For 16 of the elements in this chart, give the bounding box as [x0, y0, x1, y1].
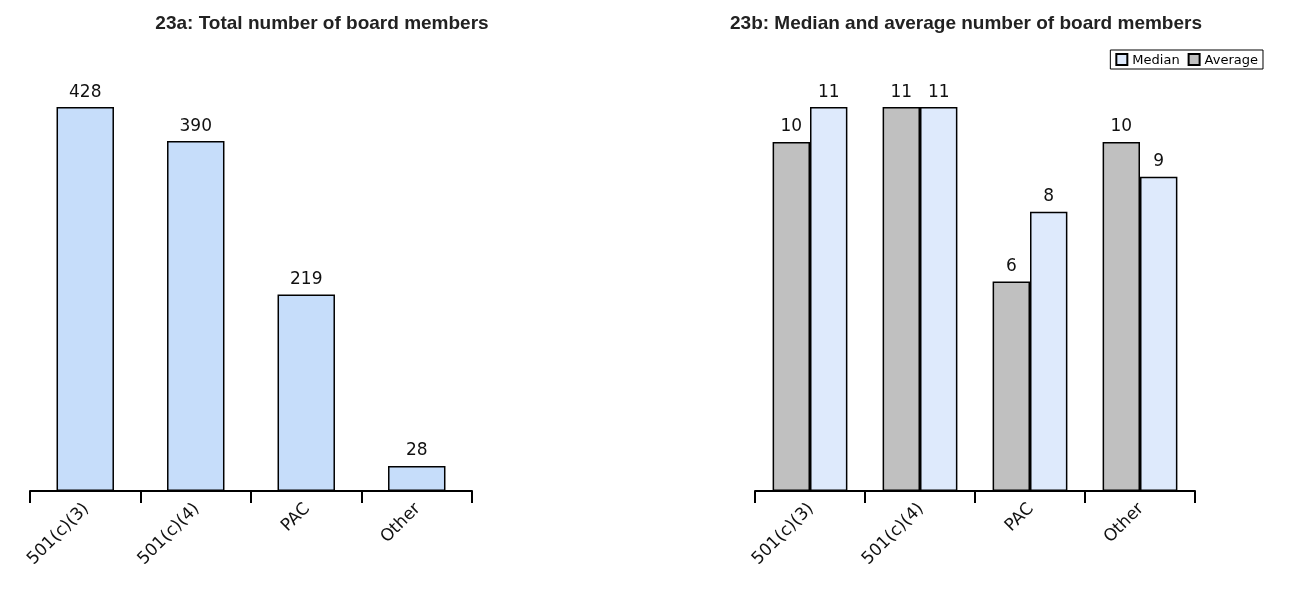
data-label: 8 — [1043, 185, 1055, 206]
data-label: 6 — [1005, 255, 1017, 276]
data-label: 428 — [69, 80, 102, 101]
legend-label: Median — [1132, 52, 1180, 67]
data-label: 9 — [1153, 150, 1165, 171]
chart-title: 23b: Median and average number of board members — [730, 12, 1202, 33]
data-label: 10 — [1110, 115, 1133, 136]
data-label: 219 — [290, 268, 323, 289]
data-label: 390 — [179, 114, 212, 135]
data-label: 11 — [927, 80, 950, 101]
chart-title: 23a: Total number of board members — [155, 12, 489, 33]
data-label: 10 — [780, 115, 803, 136]
data-label: 11 — [890, 80, 913, 101]
data-label: 11 — [817, 80, 840, 101]
data-label: 28 — [405, 439, 428, 460]
legend-label: Average — [1204, 52, 1259, 67]
